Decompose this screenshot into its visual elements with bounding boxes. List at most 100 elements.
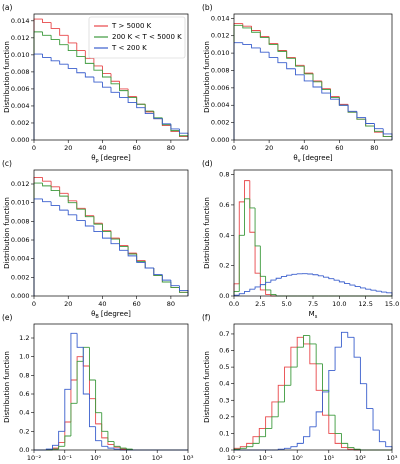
y-tick-label: 0.004 [11,255,30,263]
histogram-step [113,441,121,447]
histogram-step [101,70,111,78]
histogram-step [317,274,324,277]
panel-label: (c) [2,159,12,168]
histogram-step [59,186,69,194]
histogram-step [33,177,43,296]
histogram-step [252,436,260,444]
histogram-step [50,181,60,188]
x-axis-label: θp [degree] [91,154,131,163]
histogram-step [270,289,277,295]
histogram-step [252,442,260,447]
histogram-step [286,50,296,58]
histogram-step [76,200,86,209]
histogram-step [50,185,60,191]
histogram-step [347,332,355,338]
x-tick-label: 0 [232,144,236,152]
histogram-step [244,290,250,294]
histogram-step [303,66,313,75]
histogram-step [67,64,77,69]
y-tick-label: 0.6 [219,201,229,209]
histogram-step [354,285,361,288]
histogram-step [101,223,111,232]
histogram-step [365,287,371,290]
histogram-step [277,401,285,417]
histogram-step [59,190,69,197]
x-label-subscript: B [95,313,99,319]
histogram-step [170,280,180,287]
histogram-step [359,357,367,385]
y-tick-label: 0.8 [19,371,29,379]
histogram-step [178,285,189,296]
histogram-step [119,243,129,251]
y-tick-label: 0.004 [211,101,230,109]
x-tick-label: 80 [167,300,175,308]
y-tick-label: 0.006 [11,85,30,93]
panel-label: (d) [202,159,213,168]
y-tick-label: 0.4 [19,409,29,417]
histogram-step [127,250,137,257]
histogram-step [42,198,52,203]
x-tick-label: 40 [98,300,106,308]
histogram-step [67,35,77,44]
histogram-step [178,128,189,140]
histogram-step [290,346,298,368]
histogram-step [254,207,261,247]
histogram-step [265,276,271,291]
histogram-step [303,337,310,345]
y-axis-label: Distribution function [3,197,11,269]
y-tick-label: 0.0 [219,292,229,300]
x-tick-label: 20 [64,144,72,152]
histogram-step [170,282,180,289]
histogram-step [101,412,108,432]
histogram-step [251,27,261,33]
histogram-step [238,234,245,292]
histogram-step [127,97,137,103]
histogram-step [265,281,271,285]
x-tick-label: 10⁻² [227,454,242,462]
y-tick-label: 0.012 [11,34,30,42]
histogram-step [294,58,305,67]
histogram-step [33,31,43,140]
histogram-step [144,261,154,269]
histogram-step [284,384,291,402]
x-label-subscript: v [298,157,301,163]
histogram-step [366,383,374,410]
histogram-step [349,283,356,286]
histogram-step [286,274,292,277]
x-tick-label: 60 [335,144,343,152]
histogram-step [119,83,129,92]
x-axis-label: θv [degree] [293,154,333,163]
x-tick-label: 10³ [183,454,194,462]
histogram-step [242,23,252,27]
histogram-step [76,50,86,58]
histogram-step [265,289,271,295]
histogram-step [268,52,278,58]
histogram-step [244,180,250,202]
histogram-step [107,446,115,449]
histogram-step [58,445,65,450]
histogram-step [340,331,348,348]
plot-frame [33,13,189,141]
histogram-step [67,193,77,202]
histogram-step [84,220,94,227]
panel-label: (b) [202,3,213,12]
histogram-step [303,74,313,82]
x-tick-label: 10³ [387,454,398,462]
histogram-step [328,415,336,434]
histogram-step [178,287,189,296]
histogram-step [42,177,52,182]
y-tick-label: 0.3 [219,396,229,404]
histogram-step [178,130,189,140]
histogram-step [322,390,329,416]
x-tick-label: 2.5 [255,300,265,308]
y-tick-label: 0.1 [219,429,229,437]
histogram-step [334,433,342,444]
legend-label: 200 K < T < 5000 K [112,33,182,41]
x-tick-label: 15.0 [385,300,399,308]
y-tick-label: 0.0 [219,446,229,454]
histogram-step [296,336,304,348]
histogram-step [59,205,69,211]
histogram-step [322,363,329,391]
histogram-step [334,415,342,434]
